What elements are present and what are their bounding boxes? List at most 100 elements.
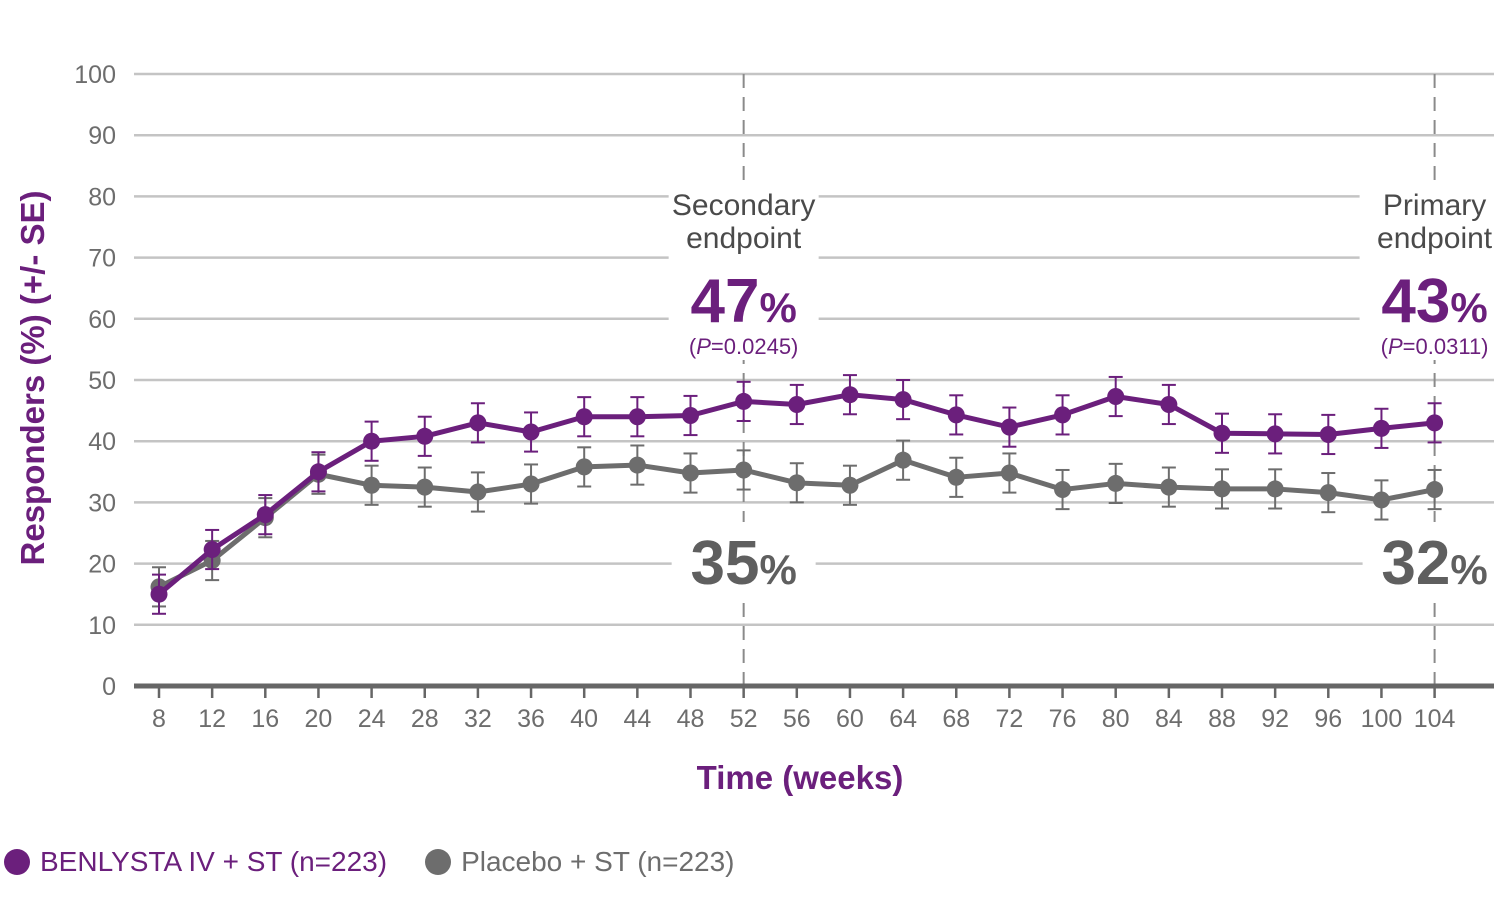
data-point bbox=[1426, 414, 1444, 432]
data-point bbox=[575, 458, 593, 476]
data-point bbox=[1372, 491, 1390, 509]
x-tick-label: 16 bbox=[251, 705, 279, 733]
x-tick-label: 88 bbox=[1208, 705, 1236, 733]
y-tick-label: 50 bbox=[88, 367, 116, 395]
placebo-endpoint-value: 35% bbox=[690, 529, 796, 598]
data-point bbox=[1319, 484, 1337, 502]
y-tick-label: 20 bbox=[88, 551, 116, 579]
y-tick-label: 40 bbox=[88, 428, 116, 456]
data-point bbox=[682, 464, 699, 482]
legend-label-placebo: Placebo + ST (n=223) bbox=[461, 846, 735, 877]
x-tick-label: 84 bbox=[1155, 705, 1183, 733]
data-point bbox=[682, 406, 699, 424]
data-point bbox=[894, 451, 912, 469]
data-point bbox=[735, 392, 753, 410]
x-tick-label: 44 bbox=[623, 705, 651, 733]
data-point bbox=[363, 432, 381, 450]
data-point bbox=[1054, 406, 1072, 424]
p-value: (P=0.0245) bbox=[689, 334, 798, 359]
data-point bbox=[894, 391, 912, 409]
x-tick-label: 60 bbox=[836, 705, 864, 733]
data-point bbox=[309, 463, 327, 481]
annotation-background bbox=[668, 182, 819, 360]
y-tick-label: 60 bbox=[88, 306, 116, 334]
x-tick-label: 32 bbox=[464, 705, 492, 733]
y-tick-label: 30 bbox=[88, 489, 116, 517]
series-benlysta bbox=[150, 374, 1444, 615]
data-point bbox=[1266, 480, 1284, 498]
x-tick-label: 12 bbox=[198, 705, 226, 733]
data-point bbox=[788, 395, 806, 413]
data-point bbox=[947, 406, 965, 424]
data-point bbox=[522, 475, 540, 493]
placebo-endpoint-value: 32% bbox=[1381, 529, 1487, 598]
data-point bbox=[1160, 395, 1178, 413]
legend: BENLYSTA IV + ST (n=223) Placebo + ST (n… bbox=[4, 846, 773, 878]
data-point bbox=[150, 585, 168, 603]
x-tick-label: 64 bbox=[889, 705, 917, 733]
data-point bbox=[841, 476, 859, 494]
x-tick-label: 56 bbox=[783, 705, 811, 733]
y-tick-label: 100 bbox=[74, 61, 116, 89]
data-point bbox=[1107, 474, 1125, 492]
y-tick-label: 70 bbox=[88, 245, 116, 273]
data-point bbox=[1054, 481, 1072, 499]
legend-item-benlysta: BENLYSTA IV + ST (n=223) bbox=[4, 846, 387, 878]
x-tick-label: 100 bbox=[1361, 705, 1403, 733]
x-tick-label: 96 bbox=[1314, 705, 1342, 733]
x-tick-label: 20 bbox=[305, 705, 333, 733]
y-tick-label: 0 bbox=[102, 673, 116, 701]
data-point bbox=[841, 386, 859, 404]
x-tick-label: 28 bbox=[411, 705, 439, 733]
data-point bbox=[469, 483, 487, 501]
data-point bbox=[628, 408, 646, 426]
data-point bbox=[947, 468, 965, 486]
data-point bbox=[1160, 478, 1178, 496]
data-point bbox=[575, 408, 593, 426]
endpoint-label-line2: endpoint bbox=[1377, 222, 1493, 255]
annotation-background bbox=[671, 522, 816, 600]
legend-marker-benlysta bbox=[4, 849, 30, 875]
x-tick-label: 68 bbox=[942, 705, 970, 733]
data-point bbox=[735, 461, 753, 479]
data-point bbox=[1213, 424, 1231, 442]
x-axis-title: Time (weeks) bbox=[697, 759, 904, 796]
annotation-background bbox=[1362, 522, 1496, 600]
data-point bbox=[1213, 480, 1231, 498]
x-tick-label: 48 bbox=[677, 705, 705, 733]
data-point bbox=[628, 456, 646, 474]
data-point bbox=[1000, 464, 1018, 482]
x-tick-label: 76 bbox=[1049, 705, 1077, 733]
legend-item-placebo: Placebo + ST (n=223) bbox=[425, 846, 735, 878]
x-tick-label: 104 bbox=[1414, 705, 1456, 733]
annotation-background bbox=[1359, 182, 1496, 360]
data-point bbox=[788, 474, 806, 492]
x-tick-label: 24 bbox=[358, 705, 386, 733]
data-point bbox=[416, 478, 434, 496]
data-point bbox=[1426, 481, 1444, 499]
x-tick-label: 40 bbox=[570, 705, 598, 733]
x-tick-label: 72 bbox=[995, 705, 1023, 733]
data-point bbox=[469, 414, 487, 432]
benlysta-endpoint-value: 43% bbox=[1381, 267, 1487, 336]
legend-marker-placebo bbox=[425, 849, 452, 875]
x-tick-label: 8 bbox=[152, 705, 166, 733]
data-point bbox=[1319, 425, 1337, 443]
y-tick-label: 80 bbox=[88, 183, 116, 211]
endpoint-label-line1: Primary bbox=[1383, 189, 1486, 222]
y-tick-label: 10 bbox=[88, 612, 116, 640]
x-tick-label: 80 bbox=[1102, 705, 1130, 733]
y-tick-label: 90 bbox=[88, 122, 116, 150]
data-point bbox=[1266, 425, 1284, 443]
data-point bbox=[1372, 419, 1390, 437]
data-point bbox=[203, 541, 221, 559]
p-value: (P=0.0311) bbox=[1381, 334, 1489, 359]
data-point bbox=[522, 423, 540, 441]
legend-label-benlysta: BENLYSTA IV + ST (n=223) bbox=[40, 846, 388, 877]
data-point bbox=[416, 427, 434, 445]
data-point bbox=[256, 506, 274, 524]
x-tick-label: 36 bbox=[517, 705, 545, 733]
x-tick-label: 52 bbox=[730, 705, 758, 733]
